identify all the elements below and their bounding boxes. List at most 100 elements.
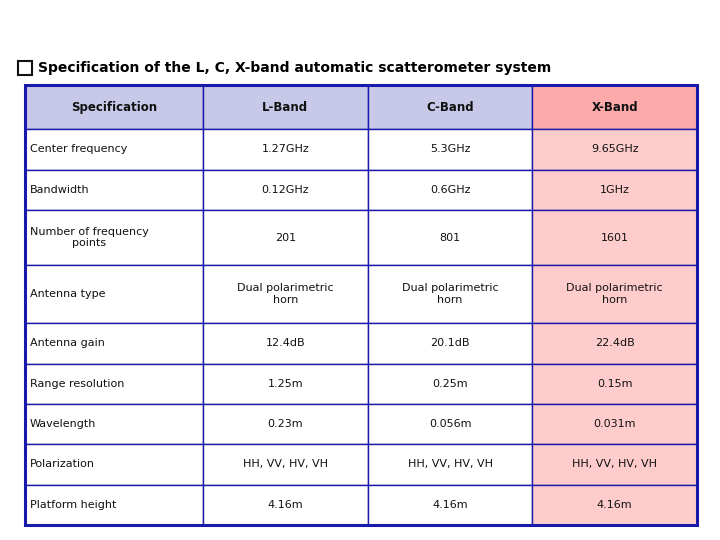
Bar [0, 83, 720, 84]
Bar [203, 484, 368, 525]
Bar [0, 34, 720, 35]
Bar [0, 79, 720, 80]
Text: C-Band: C-Band [426, 100, 474, 113]
Bar [0, 91, 720, 92]
Text: 0.23m: 0.23m [268, 419, 303, 429]
Text: 0.15m: 0.15m [597, 379, 632, 389]
Bar [0, 98, 720, 99]
Text: 1GHz: 1GHz [600, 185, 629, 195]
Bar [0, 20, 720, 21]
Bar [0, 70, 720, 71]
Text: 4.16m: 4.16m [597, 500, 632, 510]
Bar [368, 265, 532, 323]
Bar [368, 210, 532, 265]
Bar [0, 132, 720, 133]
Bar [203, 404, 368, 444]
Bar [0, 4, 720, 5]
Text: Center frequency: Center frequency [30, 145, 127, 154]
Text: 0.031m: 0.031m [593, 419, 636, 429]
Bar [0, 15, 720, 16]
Bar [0, 35, 720, 36]
Ellipse shape [0, 0, 720, 195]
Text: Specification of the L, C, X-band automatic scatterometer system: Specification of the L, C, X-band automa… [38, 61, 552, 75]
Ellipse shape [580, 20, 660, 40]
Bar [0, 46, 720, 47]
Bar [0, 130, 720, 131]
Bar [0, 131, 720, 132]
Bar [25, 210, 203, 265]
Bar [0, 31, 720, 32]
Bar [0, 118, 720, 119]
Bar [0, 16, 720, 17]
Text: Platform height: Platform height [30, 500, 117, 510]
Bar [0, 86, 720, 87]
Bar [0, 17, 720, 18]
Text: Dual polarimetric
horn: Dual polarimetric horn [402, 284, 498, 305]
Bar [0, 92, 720, 93]
Bar [0, 10, 720, 11]
Ellipse shape [55, 14, 145, 36]
Bar [0, 106, 720, 107]
Bar [0, 39, 720, 40]
Bar [532, 484, 697, 525]
Bar [0, 111, 720, 112]
Bar [0, 112, 720, 113]
Bar [0, 128, 720, 129]
Bar [0, 38, 720, 39]
Bar [0, 14, 720, 15]
Bar [0, 117, 720, 118]
Bar [0, 121, 720, 122]
Bar [203, 85, 368, 129]
Bar [0, 61, 720, 62]
Bar [0, 84, 720, 85]
Bar [0, 90, 720, 91]
Bar [0, 28, 720, 29]
Bar [0, 22, 720, 23]
Bar [532, 323, 697, 363]
Text: 1601: 1601 [600, 233, 629, 242]
Bar [0, 21, 720, 22]
Bar [0, 26, 720, 27]
Bar [0, 110, 720, 111]
Bar [0, 136, 720, 137]
Text: 9.65GHz: 9.65GHz [591, 145, 639, 154]
Bar [0, 75, 720, 76]
Bar [0, 138, 720, 139]
Bar [0, 27, 720, 28]
Bar [0, 124, 720, 125]
Bar [0, 93, 720, 94]
Bar [532, 129, 697, 170]
Bar [368, 444, 532, 484]
Bar [18, 61, 32, 75]
Bar [0, 53, 720, 54]
Bar [0, 13, 720, 14]
Bar [0, 78, 720, 79]
Bar [0, 64, 720, 65]
Text: HH, VV, HV, VH: HH, VV, HV, VH [243, 460, 328, 469]
Text: 5.3GHz: 5.3GHz [430, 145, 470, 154]
Text: 0.056m: 0.056m [429, 419, 472, 429]
Bar [0, 114, 720, 115]
Bar [25, 265, 203, 323]
Bar [0, 7, 720, 8]
Bar [0, 69, 720, 70]
Text: Specification: Specification [71, 100, 157, 113]
Text: 22.4dB: 22.4dB [595, 339, 634, 348]
Bar [0, 122, 720, 123]
Bar [0, 36, 720, 37]
Bar [0, 1, 720, 2]
Ellipse shape [525, 6, 635, 34]
Bar [0, 40, 720, 41]
Bar [0, 126, 720, 127]
Bar [0, 85, 720, 86]
Bar [0, 97, 720, 98]
Text: Bandwidth: Bandwidth [30, 185, 89, 195]
Bar [203, 170, 368, 210]
Bar [0, 109, 720, 110]
Bar [0, 12, 720, 13]
Bar [0, 125, 720, 126]
Bar [25, 404, 203, 444]
Bar [0, 102, 720, 103]
Bar [368, 170, 532, 210]
Bar [532, 444, 697, 484]
